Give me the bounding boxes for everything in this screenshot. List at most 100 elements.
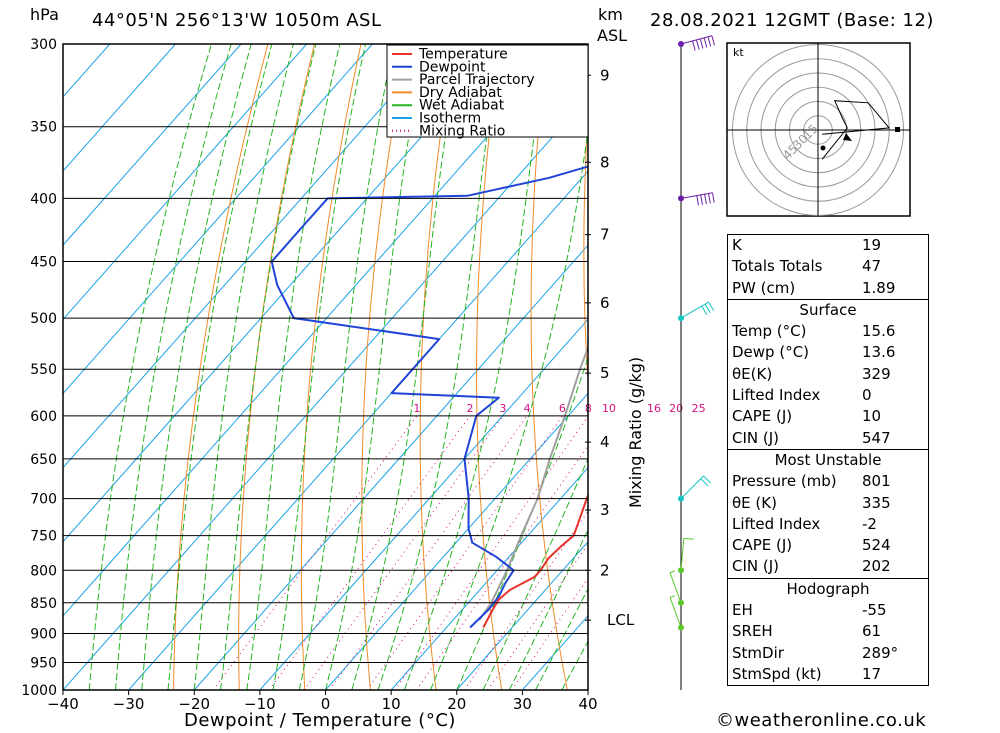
index-value: 801 xyxy=(862,472,891,491)
mixing-ratio-line xyxy=(416,444,588,690)
plot-frame xyxy=(62,43,589,691)
hodograph-end-marker xyxy=(895,127,900,132)
mixing-ratio-axis-label: Mixing Ratio (g/kg) xyxy=(626,356,645,508)
dry-adiabat-line xyxy=(966,44,1000,690)
wind-barb xyxy=(680,475,704,499)
pressure-tick-label: 300 xyxy=(30,37,57,53)
wind-barb-half-feather xyxy=(669,570,675,574)
isotherm-line xyxy=(63,44,176,172)
isotherm-line xyxy=(63,44,373,395)
index-row: θE(K) 329 xyxy=(728,364,928,385)
x-tick-label: 0 xyxy=(321,695,331,713)
wet-adiabat-line xyxy=(351,44,461,690)
km-tick-label: 9 xyxy=(600,66,610,84)
index-row: StmSpd (kt) 17 xyxy=(728,664,928,685)
wind-barb xyxy=(669,572,682,603)
x-tick-label: −40 xyxy=(47,695,79,713)
x-tick-label: 20 xyxy=(447,695,466,713)
km-tick-label: 2 xyxy=(600,561,610,579)
index-row: Lifted Index -2 xyxy=(728,514,928,535)
wind-barb-half-feather xyxy=(669,595,675,598)
pressure-tick-label: 900 xyxy=(30,626,57,642)
km-tick-label: 8 xyxy=(600,153,610,171)
legend-label: Parcel Trajectory xyxy=(419,72,535,88)
x-tick-label: −30 xyxy=(113,695,145,713)
general-indices: K 19 Totals Totals 47 PW (cm) 1.89 xyxy=(728,235,928,299)
mixing-ratio-line xyxy=(366,415,563,690)
km-tick-label: 5 xyxy=(600,364,610,382)
mixing-ratio-line xyxy=(463,510,588,690)
hodograph-storm-arrow xyxy=(843,133,852,141)
mixing-ratio-label: 10 xyxy=(602,402,616,415)
index-label: PW (cm) xyxy=(732,278,796,297)
surface-title: Surface xyxy=(799,300,857,319)
wind-barb-feather xyxy=(700,478,709,487)
mixing-ratio-line xyxy=(394,415,588,690)
index-row: CAPE (J) 524 xyxy=(728,535,928,556)
copyright: ©weatheronline.co.uk xyxy=(716,710,927,731)
isotherm-line xyxy=(456,541,588,690)
mixing-ratio-line xyxy=(212,415,418,690)
index-value: -55 xyxy=(862,601,887,620)
temperature-line xyxy=(482,492,588,628)
pressure-tick-label: 650 xyxy=(30,452,57,468)
wind-barb-feather xyxy=(712,192,715,203)
index-row: Pressure (mb) 801 xyxy=(728,471,928,492)
index-value: 329 xyxy=(862,364,891,383)
asl-label: ASL xyxy=(597,26,628,45)
x-tick-label: 10 xyxy=(382,695,401,713)
wind-barb-feather xyxy=(701,305,708,315)
x-axis-label: Dewpoint / Temperature (°C) xyxy=(184,710,456,731)
isotherm-line xyxy=(325,392,588,690)
index-value: 10 xyxy=(862,407,882,426)
pressure-tick-label: 550 xyxy=(30,362,57,378)
pressure-tick-label: 800 xyxy=(30,563,57,579)
wet-adiabat-line xyxy=(430,127,588,690)
index-row: Temp (°C) 15.6 xyxy=(728,321,928,342)
index-row: Lifted Index 0 xyxy=(728,385,928,406)
index-value: 17 xyxy=(862,664,882,683)
index-label: K xyxy=(732,236,742,254)
index-label: Lifted Index xyxy=(732,514,821,533)
wet-adiabat-line xyxy=(167,44,273,690)
wind-barb-feather xyxy=(703,37,708,48)
isotherm-line xyxy=(259,318,588,690)
dewpoint-line xyxy=(270,165,588,629)
most-unstable-section: Most Unstable Pressure (mb) 801 θE (K) 335… xyxy=(728,448,928,578)
index-value: 289° xyxy=(862,643,899,662)
index-label: θE (K) xyxy=(732,493,777,512)
index-label: Totals Totals xyxy=(732,257,823,276)
mixing-ratio-label: 3 xyxy=(499,402,506,415)
dry-adiabat-line xyxy=(361,44,408,690)
index-label: StmSpd (kt) xyxy=(732,664,822,683)
km-label: km xyxy=(598,5,623,24)
wind-barb-feather xyxy=(695,39,700,50)
index-value: 15.6 xyxy=(862,322,896,341)
wind-barb-feather xyxy=(683,537,694,540)
index-row: CIN (J) 547 xyxy=(728,428,928,449)
index-row: CAPE (J) 10 xyxy=(728,406,928,427)
wind-barb-feather xyxy=(703,475,712,484)
hodograph-title: Hodograph xyxy=(786,579,870,598)
legend-label: Isotherm xyxy=(419,111,481,127)
index-label: CIN (J) xyxy=(732,557,780,576)
legend-label: Mixing Ratio xyxy=(419,123,505,139)
wind-barb xyxy=(680,301,709,319)
pressure-tick-label: 400 xyxy=(30,191,57,207)
wet-adiabat-line xyxy=(141,44,252,690)
index-value: 335 xyxy=(862,493,891,512)
index-label: Pressure (mb) xyxy=(732,472,837,491)
km-tick-label: 3 xyxy=(600,501,610,519)
wind-barb-feather xyxy=(707,36,712,47)
index-value: 547 xyxy=(862,428,891,447)
index-row: Dewp (°C) 13.6 xyxy=(728,342,928,363)
km-tick-label: LCL xyxy=(607,611,635,629)
legend-label: Dry Adiabat xyxy=(419,85,502,101)
dry-adiabat-line xyxy=(919,44,1000,690)
isotherm-line xyxy=(63,44,505,543)
isotherm-line xyxy=(63,44,439,469)
isotherm-line xyxy=(63,96,588,690)
x-tick-label: −20 xyxy=(178,695,210,713)
index-label: EH xyxy=(732,601,753,620)
isotherm-line xyxy=(63,44,242,246)
